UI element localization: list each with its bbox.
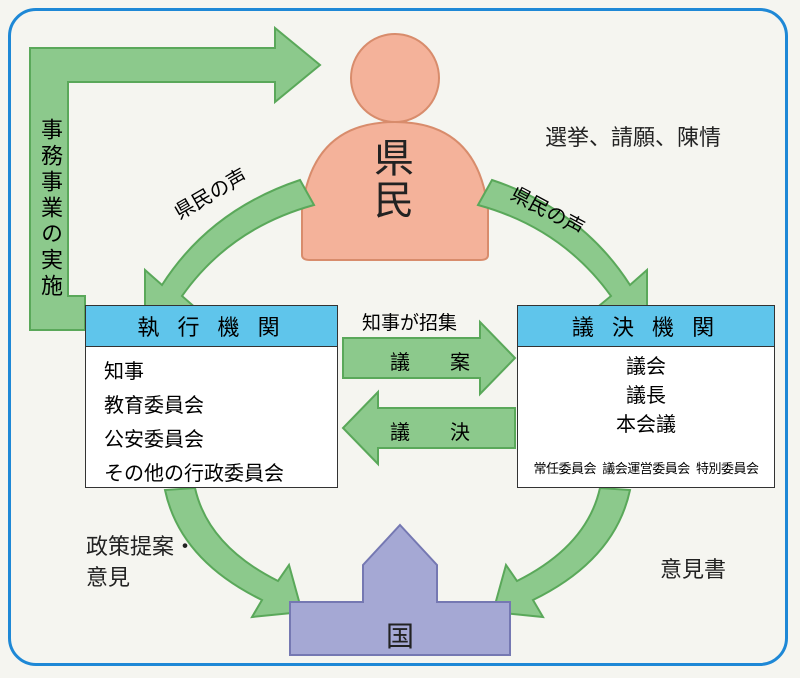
arrow-exec-to-decision xyxy=(343,322,515,394)
decision-line: 議長 xyxy=(522,382,770,411)
decision-box: 議 決 機 関 議会 議長 本会議 常任委員会 議会運営委員会 特別委員会 xyxy=(517,305,775,488)
exec-item: 知事 xyxy=(104,355,325,389)
decision-header: 議 決 機 関 xyxy=(518,306,774,347)
exec-item: 公安委員会 xyxy=(104,423,325,457)
decision-committees: 常任委員会 議会運営委員会 特別委員会 xyxy=(522,460,770,479)
exec-box: 執 行 機 関 知事 教育委員会 公安委員会 その他の行政委員会 xyxy=(85,305,338,488)
committee: 議会運営委員会 xyxy=(602,461,690,476)
label-policy-proposal: 政策提案・意見 xyxy=(86,532,196,594)
arrow-citizen-to-decision xyxy=(478,180,647,320)
label-election-petition: 選挙、請願、陳情 xyxy=(545,120,721,152)
committee: 常任委員会 xyxy=(533,461,596,476)
exec-body: 知事 教育委員会 公安委員会 その他の行政委員会 xyxy=(86,347,337,501)
exec-header: 執 行 機 関 xyxy=(86,306,337,347)
decision-line: 議会 xyxy=(522,353,770,382)
exec-item: その他の行政委員会 xyxy=(104,457,325,491)
decision-line: 本会議 xyxy=(522,411,770,440)
decision-body: 議会 議長 本会議 常任委員会 議会運営委員会 特別委員会 xyxy=(518,347,774,487)
label-opinion-paper: 意見書 xyxy=(660,552,726,584)
committee: 特別委員会 xyxy=(696,461,759,476)
govt-label: 国 xyxy=(386,615,414,655)
arrow-decision-to-exec xyxy=(343,392,515,464)
citizen-label: 県民 xyxy=(374,138,414,222)
diagram-canvas: 県民 選挙、請願、陳情 事務事業の実施 県民の声 県民の声 知事が招集 議 案 … xyxy=(0,0,800,678)
arrow-citizen-to-exec xyxy=(145,180,314,320)
arrow-decision-to-govt xyxy=(493,488,630,617)
exec-item: 教育委員会 xyxy=(104,389,325,423)
label-loop-exec-to-citizen: 事務事業の実施 xyxy=(34,118,66,300)
